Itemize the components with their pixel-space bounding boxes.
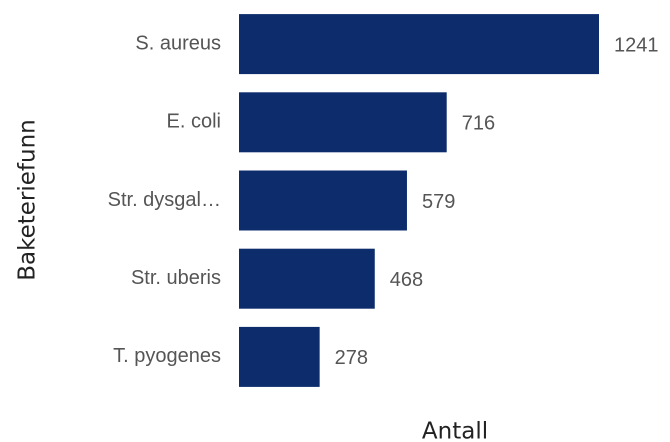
bar (239, 170, 407, 231)
bar (239, 14, 599, 75)
y-tick-label: S. aureus (135, 32, 221, 54)
y-axis-title: Baketeriefunn (15, 119, 41, 281)
bar (239, 92, 447, 153)
y-tick-label: Str. dysgal… (108, 189, 221, 211)
value-label: 468 (390, 269, 423, 291)
bar (239, 326, 320, 387)
value-label: 579 (422, 191, 455, 213)
value-label: 1241 (614, 34, 659, 56)
x-axis-title: Antall (422, 419, 488, 442)
value-label: 278 (335, 347, 368, 369)
y-tick-label: T. pyogenes (113, 345, 221, 367)
y-tick-label: Str. uberis (131, 267, 221, 289)
value-label: 716 (462, 113, 495, 135)
bar (239, 248, 375, 309)
y-tick-label: E. coli (167, 111, 221, 133)
